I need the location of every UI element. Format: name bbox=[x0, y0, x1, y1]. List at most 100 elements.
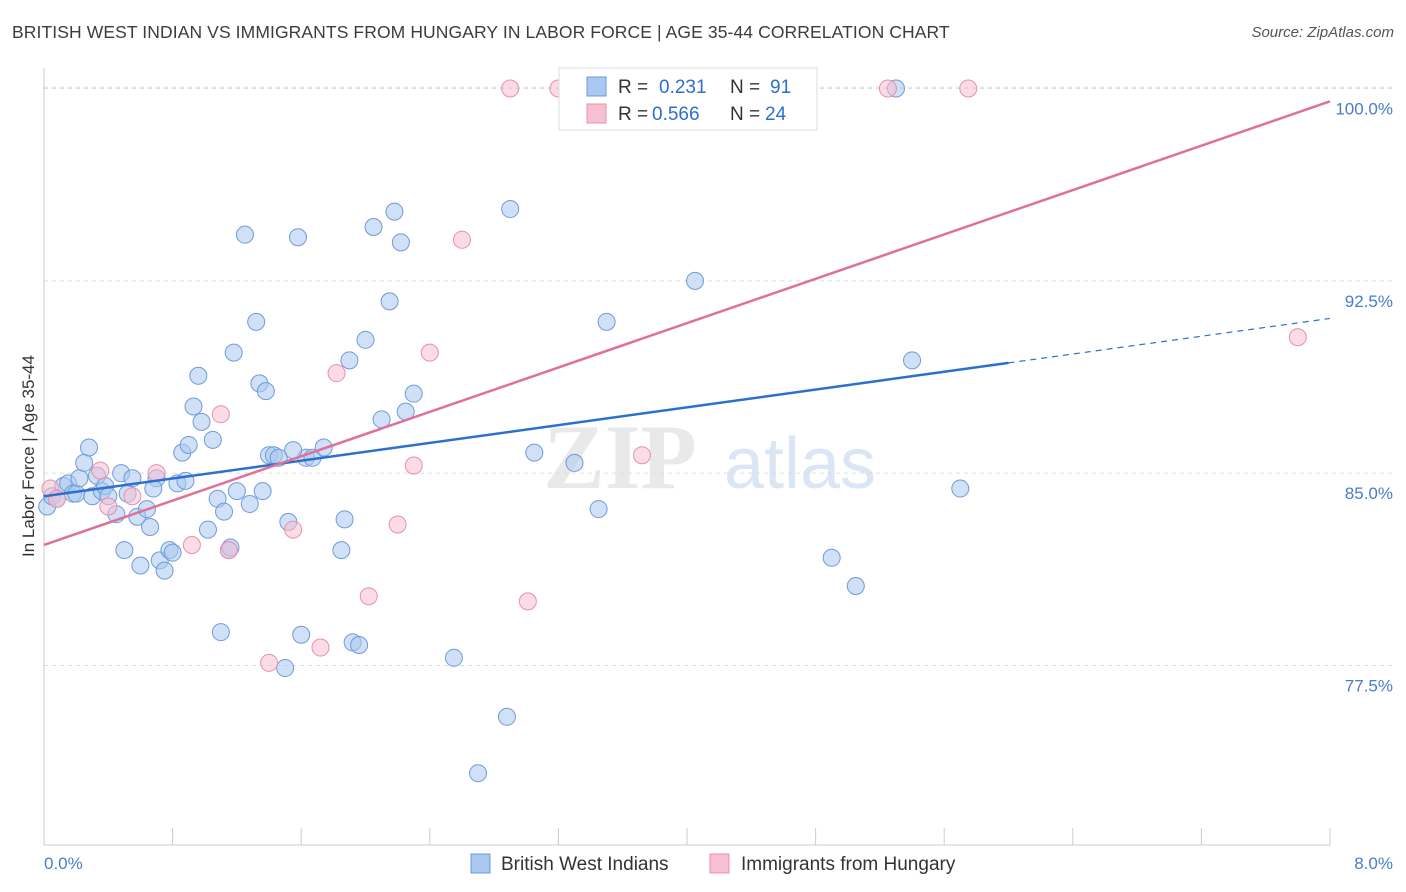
y-tick-labels: 77.5% 85.0% 92.5% 100.0% bbox=[1335, 100, 1393, 696]
point-british-west-indians bbox=[256, 382, 275, 401]
point-british-west-indians bbox=[253, 482, 272, 501]
point-british-west-indians bbox=[211, 623, 230, 642]
point-british-west-indians bbox=[903, 351, 922, 370]
bottom-legend-swatch-blue bbox=[470, 853, 491, 874]
point-british-west-indians bbox=[356, 330, 375, 349]
point-british-west-indians bbox=[385, 202, 404, 221]
point-british-west-indians bbox=[141, 518, 160, 537]
point-british-west-indians bbox=[227, 482, 246, 501]
point-british-west-indians bbox=[70, 469, 89, 488]
y-tick-label: 77.5% bbox=[1345, 676, 1393, 695]
point-immigrants-from-hungary bbox=[284, 520, 303, 539]
point-british-west-indians bbox=[589, 500, 608, 519]
point-british-west-indians bbox=[822, 548, 841, 567]
x-tick-label-min: 0.0% bbox=[44, 854, 83, 873]
point-british-west-indians bbox=[364, 217, 383, 236]
point-immigrants-from-hungary bbox=[388, 515, 407, 534]
legend-n-label-1: N = bbox=[730, 77, 760, 98]
point-british-west-indians bbox=[184, 397, 203, 416]
bottom-legend-label-blue: British West Indians bbox=[501, 854, 669, 875]
point-immigrants-from-hungary bbox=[359, 587, 378, 606]
point-british-west-indians bbox=[391, 233, 410, 252]
point-british-west-indians bbox=[235, 225, 254, 244]
watermark-zip: ZIP bbox=[543, 406, 696, 508]
point-immigrants-from-hungary bbox=[182, 535, 201, 554]
point-british-west-indians bbox=[335, 510, 354, 529]
chart-title: BRITISH WEST INDIAN VS IMMIGRANTS FROM H… bbox=[12, 22, 950, 42]
point-british-west-indians bbox=[276, 659, 295, 678]
point-immigrants-from-hungary bbox=[420, 343, 439, 362]
point-british-west-indians bbox=[846, 577, 865, 595]
y-tick-label: 92.5% bbox=[1345, 292, 1393, 311]
y-axis-title: In Labor Force | Age 35-44 bbox=[19, 355, 38, 557]
point-immigrants-from-hungary bbox=[211, 405, 230, 424]
point-british-west-indians bbox=[525, 443, 544, 462]
trend-line-british-west-indians-extension bbox=[1008, 317, 1331, 364]
point-immigrants-from-hungary bbox=[260, 653, 279, 672]
point-british-west-indians bbox=[404, 384, 423, 403]
point-british-west-indians bbox=[332, 541, 351, 560]
point-british-west-indians bbox=[198, 520, 217, 539]
point-immigrants-from-hungary bbox=[1288, 328, 1307, 347]
trend-line-immigrants-from-hungary bbox=[43, 100, 1331, 547]
point-british-west-indians bbox=[115, 541, 134, 560]
legend-swatch-pink bbox=[586, 103, 607, 124]
point-british-west-indians bbox=[224, 343, 243, 362]
legend-n-value-2: 24 bbox=[765, 104, 787, 125]
point-immigrants-from-hungary bbox=[123, 487, 142, 506]
point-british-west-indians bbox=[179, 435, 198, 454]
point-immigrants-from-hungary bbox=[404, 456, 423, 475]
point-british-west-indians bbox=[469, 764, 488, 783]
trend-lines bbox=[43, 100, 1331, 547]
point-british-west-indians bbox=[247, 312, 266, 331]
point-british-west-indians bbox=[350, 635, 369, 654]
point-british-west-indians bbox=[75, 453, 94, 472]
point-immigrants-from-hungary bbox=[99, 497, 118, 516]
point-british-west-indians bbox=[597, 312, 616, 331]
point-immigrants-from-hungary bbox=[219, 541, 238, 560]
point-immigrants-from-hungary bbox=[501, 79, 520, 98]
point-immigrants-from-hungary bbox=[632, 446, 651, 465]
point-british-west-indians bbox=[951, 479, 970, 498]
x-tick-label-max: 8.0% bbox=[1354, 854, 1393, 873]
watermark-atlas: atlas bbox=[724, 424, 876, 504]
point-british-west-indians bbox=[340, 351, 359, 370]
point-british-west-indians bbox=[380, 292, 399, 311]
legend-swatch-blue bbox=[586, 76, 607, 97]
point-british-west-indians bbox=[189, 366, 208, 385]
point-british-west-indians bbox=[192, 412, 211, 431]
bottom-legend-swatch-pink bbox=[709, 853, 730, 874]
legend-r-value-1: 0.231 bbox=[659, 77, 707, 98]
bottom-legend-label-pink: Immigrants from Hungary bbox=[741, 854, 956, 875]
bottom-legend: British West Indians Immigrants from Hun… bbox=[470, 853, 956, 875]
point-british-west-indians bbox=[497, 707, 516, 726]
point-british-west-indians bbox=[131, 556, 150, 575]
point-british-west-indians bbox=[203, 430, 222, 449]
y-tick-label: 100.0% bbox=[1335, 100, 1393, 119]
x-ticks bbox=[43, 828, 1331, 845]
point-british-west-indians bbox=[444, 648, 463, 667]
point-british-west-indians bbox=[565, 453, 584, 472]
point-british-west-indians bbox=[80, 438, 99, 457]
legend: R = 0.231 N = 91 R = 0.566 N = 24 bbox=[558, 67, 818, 131]
point-immigrants-from-hungary bbox=[311, 638, 330, 657]
legend-r-value-2: 0.566 bbox=[652, 104, 700, 125]
point-immigrants-from-hungary bbox=[452, 230, 471, 249]
series-immigrants-from-hungary bbox=[41, 79, 1307, 672]
gridlines bbox=[44, 86, 1393, 666]
point-immigrants-from-hungary bbox=[518, 592, 537, 611]
point-british-west-indians bbox=[163, 543, 182, 562]
point-immigrants-from-hungary bbox=[91, 461, 110, 480]
legend-n-label-2: N = bbox=[730, 104, 760, 125]
legend-r-label-2: R = bbox=[618, 104, 648, 125]
point-british-west-indians bbox=[155, 561, 174, 580]
point-british-west-indians bbox=[240, 494, 259, 513]
legend-n-value-1: 91 bbox=[770, 77, 791, 98]
point-british-west-indians bbox=[501, 200, 520, 219]
y-tick-label: 85.0% bbox=[1345, 484, 1393, 503]
legend-r-label-1: R = bbox=[618, 77, 648, 98]
point-british-west-indians bbox=[686, 271, 705, 290]
point-british-west-indians bbox=[288, 228, 307, 247]
point-immigrants-from-hungary bbox=[959, 79, 978, 98]
